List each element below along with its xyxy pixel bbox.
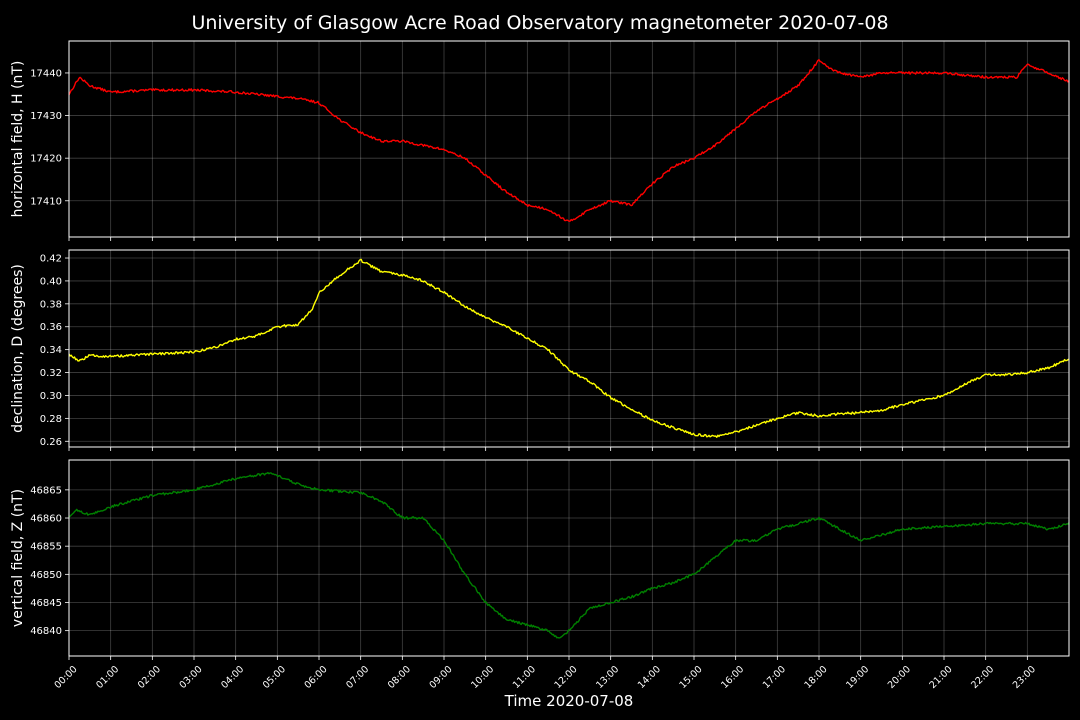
y-tick-label: 0.32 xyxy=(40,368,62,379)
plot-frame-d xyxy=(68,249,1070,448)
x-tick-label: 12:00 xyxy=(553,664,580,691)
x-tick-label: 08:00 xyxy=(386,664,413,691)
x-tick-label: 03:00 xyxy=(178,664,205,691)
x-tick-label: 21:00 xyxy=(928,664,955,691)
x-tick-label: 06:00 xyxy=(303,664,330,691)
y-tick-label: 0.36 xyxy=(40,322,62,333)
y-tick-label: 46840 xyxy=(30,626,62,637)
x-axis-label: Time 2020-07-08 xyxy=(504,692,634,710)
x-tick-label: 04:00 xyxy=(219,664,246,691)
y-tick-label: 46855 xyxy=(30,542,62,553)
x-tick-label: 00:00 xyxy=(53,664,80,691)
y-tick-label: 46845 xyxy=(30,598,62,609)
y-tick-label: 46865 xyxy=(30,485,62,496)
y-tick-label: 0.28 xyxy=(40,414,62,425)
y-tick-label: 0.38 xyxy=(40,299,62,310)
y-tick-label: 0.40 xyxy=(40,276,62,287)
y-axis-label-h: horizontal field, H (nT) xyxy=(10,61,26,218)
x-tick-label: 14:00 xyxy=(636,664,663,691)
y-tick-label: 0.42 xyxy=(40,254,62,265)
x-tick-label: 17:00 xyxy=(761,664,788,691)
y-tick-label: 17420 xyxy=(30,154,62,165)
series-line-z xyxy=(68,471,1070,639)
panel-d: 0.26 0.28 0.30 0.32 0.34 0.36 0.38 0.40 0.42 decl… xyxy=(10,249,1070,451)
x-tick-label: 09:00 xyxy=(428,664,455,691)
y-tick-label: 0.34 xyxy=(40,345,62,356)
x-tick-label: 19:00 xyxy=(844,664,871,691)
y-axis-label-z: vertical field, Z (nT) xyxy=(10,489,26,627)
y-tick-label: 17440 xyxy=(30,68,62,79)
y-tick-label: 17410 xyxy=(30,196,62,207)
x-tick-label: 05:00 xyxy=(261,664,288,691)
y-tick-label: 46860 xyxy=(30,514,62,525)
x-tick-label: 23:00 xyxy=(1011,664,1038,691)
x-tick-label: 20:00 xyxy=(886,664,913,691)
x-tick-label: 01:00 xyxy=(94,664,121,691)
y-tick-label: 0.30 xyxy=(40,391,62,402)
plot-frame-h xyxy=(68,40,1070,238)
figure-title: University of Glasgow Acre Road Observat… xyxy=(191,12,888,34)
chart-panels: 17410 17420 17430 17440 horizontal field, H … xyxy=(10,40,1070,691)
y-tick-label: 46850 xyxy=(30,570,62,581)
x-tick-label: 10:00 xyxy=(469,664,496,691)
series-line-h xyxy=(68,59,1070,222)
panel-h: 17410 17420 17430 17440 horizontal field, H … xyxy=(10,40,1070,241)
x-tick-label: 22:00 xyxy=(969,664,996,691)
y-axis-label-d: declination, D (degrees) xyxy=(10,264,26,433)
x-tick-label: 02:00 xyxy=(136,664,163,691)
x-tick-label: 11:00 xyxy=(511,664,538,691)
plot-frame-z xyxy=(68,459,1070,657)
x-tick-label: 13:00 xyxy=(594,664,621,691)
panel-z: 46840 46845 46850 46855 46860 46865 vertical f… xyxy=(10,459,1070,660)
x-tick-label: 18:00 xyxy=(803,664,830,691)
series-line-d xyxy=(68,258,1070,438)
x-tick-label: 07:00 xyxy=(344,664,371,691)
x-tick-label: 16:00 xyxy=(719,664,746,691)
y-tick-label: 0.26 xyxy=(40,437,62,448)
y-tick-label: 17430 xyxy=(30,111,62,122)
x-tick-label: 15:00 xyxy=(678,664,705,691)
